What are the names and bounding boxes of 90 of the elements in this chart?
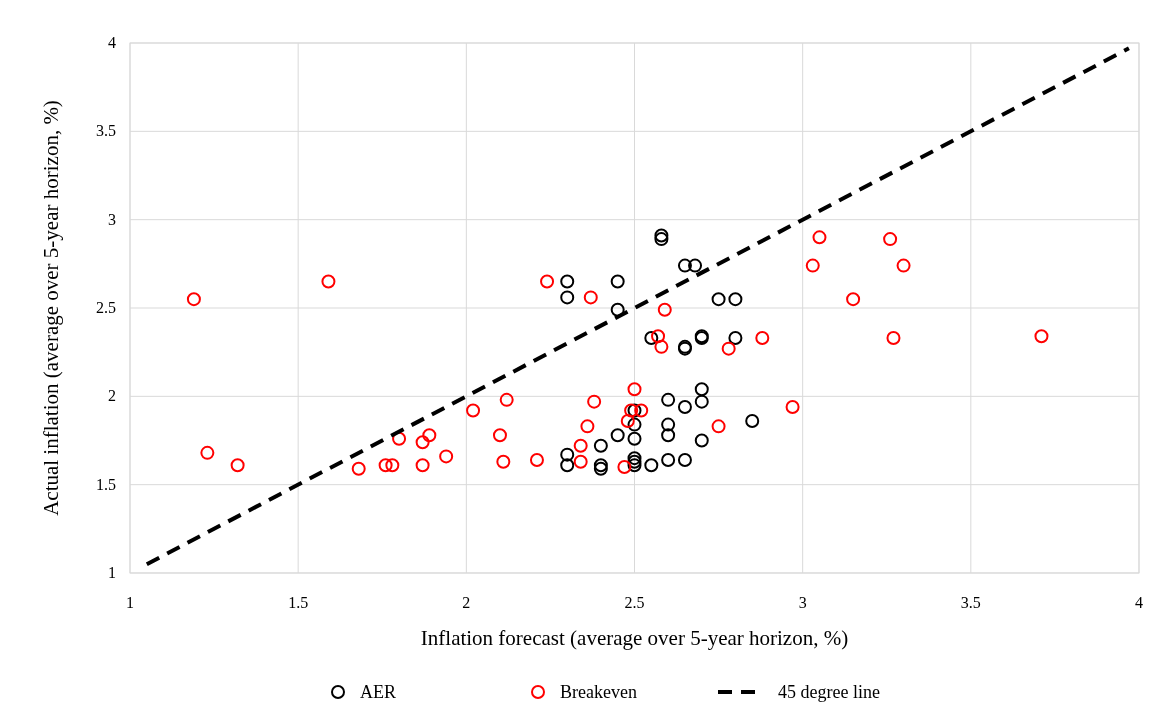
point	[610, 428, 625, 443]
point	[711, 292, 726, 307]
point	[573, 438, 588, 453]
point	[529, 452, 544, 467]
x-tick-label: 2	[462, 594, 471, 611]
point	[560, 447, 575, 462]
x-tick-label: 3.5	[960, 594, 981, 611]
point	[721, 341, 736, 356]
point	[392, 431, 407, 446]
point	[883, 232, 898, 247]
point	[654, 232, 669, 247]
point	[812, 230, 827, 245]
point	[644, 458, 659, 473]
point	[593, 438, 608, 453]
y-tick-label: 1.5	[96, 475, 116, 493]
point	[634, 403, 649, 418]
point	[610, 274, 625, 289]
point	[560, 290, 575, 305]
point	[651, 329, 666, 344]
point	[728, 331, 743, 346]
point	[560, 458, 575, 473]
point	[627, 417, 642, 432]
point	[677, 258, 692, 273]
point	[378, 458, 393, 473]
legend-label: 45 degree line	[778, 682, 880, 702]
legend-label: AER	[360, 682, 396, 702]
point	[466, 403, 481, 418]
x-tick-label: 4	[1135, 594, 1143, 611]
point	[755, 331, 770, 346]
y-tick-label: 4	[108, 34, 116, 51]
point	[499, 392, 514, 407]
point	[846, 292, 861, 307]
x-tick-label: 2.5	[624, 594, 645, 611]
point	[385, 458, 400, 473]
point	[654, 339, 669, 354]
x-tick-label: 1.5	[288, 594, 309, 611]
point	[677, 399, 692, 414]
point	[587, 394, 602, 409]
y-axis-title: Actual inflation (average over 5-year horizon, %)	[39, 100, 63, 516]
point	[627, 431, 642, 446]
point	[728, 292, 743, 307]
point	[415, 458, 430, 473]
point	[186, 292, 201, 307]
point	[1034, 329, 1049, 344]
point	[439, 449, 454, 464]
point	[627, 458, 642, 473]
legend-label: Breakeven	[560, 682, 637, 702]
point	[644, 331, 659, 346]
point	[580, 419, 595, 434]
point	[694, 433, 709, 448]
point	[492, 428, 507, 443]
x-tick-label: 1	[126, 594, 134, 611]
y-tick-label: 2	[108, 387, 116, 405]
y-tick-label: 2.5	[96, 299, 116, 316]
point	[321, 274, 336, 289]
point	[560, 274, 575, 289]
point	[627, 382, 642, 397]
point	[610, 302, 625, 317]
point	[694, 394, 709, 409]
point	[886, 331, 901, 346]
point	[657, 302, 672, 317]
point	[661, 428, 676, 443]
point	[230, 458, 245, 473]
point	[745, 414, 760, 429]
point	[677, 452, 692, 467]
point	[573, 454, 588, 469]
point	[694, 382, 709, 397]
point	[785, 399, 800, 414]
point	[496, 454, 511, 469]
point	[540, 274, 555, 289]
point	[654, 228, 669, 243]
point	[661, 417, 676, 432]
point	[583, 290, 598, 305]
y-tick-label: 1	[108, 564, 116, 581]
x-axis-title: Inflation forecast (average over 5-year horizon, %)	[420, 626, 849, 650]
point	[617, 460, 632, 474]
point	[620, 414, 635, 429]
point	[688, 258, 703, 273]
point	[805, 258, 820, 273]
point	[661, 452, 676, 467]
point	[200, 445, 215, 460]
point	[422, 428, 437, 443]
x-tick-label: 3	[798, 594, 807, 611]
y-tick-label: 3	[108, 210, 116, 228]
point	[351, 461, 366, 476]
point	[661, 392, 676, 407]
point	[896, 258, 911, 273]
point	[415, 435, 430, 450]
y-tick-label: 3.5	[96, 122, 116, 140]
point	[711, 419, 726, 434]
